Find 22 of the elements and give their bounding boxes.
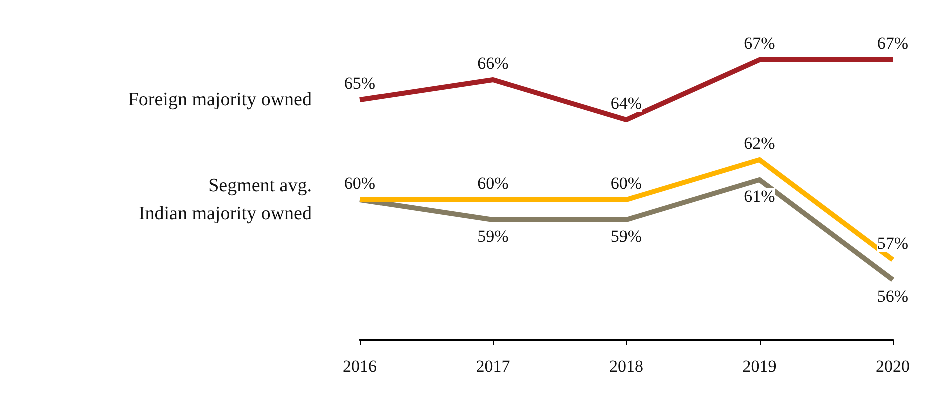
text: Foreign majority owned	[128, 90, 312, 110]
x-tick-label: 2020	[876, 357, 910, 376]
x-tick-label: 2016	[343, 357, 377, 376]
data-label: 62%	[744, 134, 776, 153]
data-label: 67%	[877, 34, 909, 53]
data-label: 56%	[877, 287, 909, 306]
data-label: 65%	[344, 74, 376, 93]
text: Indian majority owned	[138, 204, 312, 224]
data-label: 60%	[610, 174, 642, 193]
x-tick-label: 2017	[476, 357, 511, 376]
x-tick-label: 2019	[742, 357, 777, 376]
data-label: 60%	[344, 174, 376, 193]
data-label: 57%	[877, 234, 909, 253]
x-tick-label: 2018	[610, 357, 644, 376]
data-label: 59%	[610, 227, 642, 246]
data-label: 61%	[744, 187, 776, 206]
text: Segment avg.	[208, 176, 312, 196]
data-label: 60%	[478, 174, 509, 193]
data-label: 64%	[610, 94, 642, 113]
data-label: 66%	[478, 54, 509, 73]
data-label: 59%	[478, 227, 509, 246]
data-label: 67%	[744, 34, 776, 53]
